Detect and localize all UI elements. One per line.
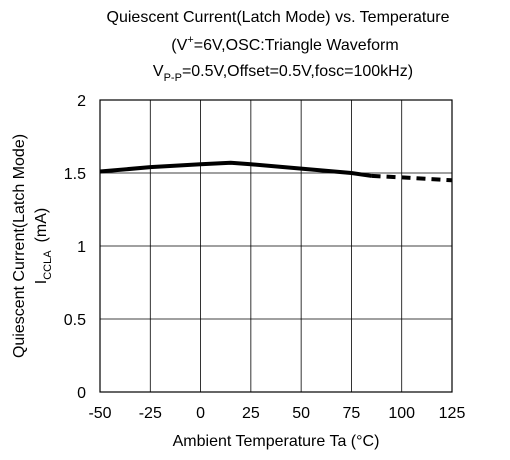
- x-tick-label: -50: [88, 405, 111, 422]
- x-tick-label: -25: [139, 405, 162, 422]
- x-tick-label: 50: [292, 405, 310, 422]
- y-tick-label: 2: [77, 93, 86, 110]
- y-label-text: (mA): [33, 208, 50, 243]
- data-line: [371, 173, 453, 183]
- chart-subtitle: VP-P=0.5V,Offset=0.5V,fosc=100kHz): [153, 63, 413, 84]
- x-tick-label: 125: [439, 405, 466, 422]
- title-text: (V: [171, 37, 187, 54]
- y-label-text: I: [33, 280, 50, 284]
- y-tick-label: 0: [77, 385, 86, 402]
- title-text: =6V,OSC:Triangle Waveform: [194, 37, 399, 54]
- data-line: [99, 160, 372, 178]
- chart-title: Quiescent Current(Latch Mode) vs. Temper…: [107, 9, 450, 26]
- y-axis-label: Quiescent Current(Latch Mode): [11, 134, 28, 358]
- x-tick-label: 75: [343, 405, 361, 422]
- title-sub: P-P: [164, 72, 182, 84]
- x-tick-label: 0: [196, 405, 205, 422]
- y-axis-label: ICCLA (mA): [33, 208, 54, 284]
- chart-subtitle: (V+=6V,OSC:Triangle Waveform: [171, 34, 398, 54]
- x-axis-label: Ambient Temperature Ta (°C): [173, 433, 380, 450]
- x-tick-label: 25: [242, 405, 260, 422]
- title-text: V: [153, 63, 164, 80]
- y-tick-label: 1.5: [64, 166, 86, 183]
- y-tick-label: 0.5: [64, 312, 86, 329]
- y-label-sub: CCLA: [42, 250, 54, 280]
- y-tick-label: 1: [77, 239, 86, 256]
- x-tick-label: 100: [388, 405, 415, 422]
- title-text: =0.5V,Offset=0.5V,fosc=100kHz): [182, 63, 413, 80]
- title-text: Quiescent Current(Latch Mode) vs. Temper…: [107, 9, 450, 26]
- plot-frame: [99, 99, 453, 393]
- title-sup: +: [187, 34, 193, 46]
